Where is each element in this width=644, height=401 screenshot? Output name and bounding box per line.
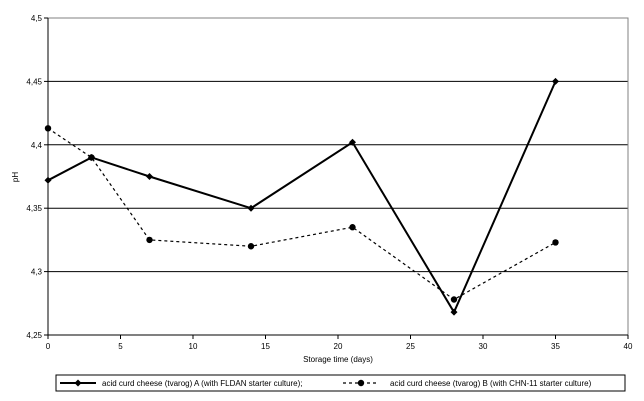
- legend-label: acid curd cheese (tvarog) A (with FLDAN …: [102, 379, 303, 388]
- x-tick-label: 30: [479, 342, 488, 351]
- x-axis-ticks: 0 5 10 15 20 25 30 35 40: [46, 18, 633, 351]
- data-point: [552, 239, 559, 246]
- x-tick-label: 40: [624, 342, 633, 351]
- x-tick-label: 10: [189, 342, 198, 351]
- legend-entry: acid curd cheese (tvarog) A (with FLDAN …: [60, 379, 303, 388]
- y-tick-label: 4,3: [31, 268, 43, 277]
- x-tick-label: 0: [46, 342, 51, 351]
- legend-label: acid curd cheese (tvarog) B (with CHN-11…: [390, 379, 592, 388]
- data-point: [146, 236, 153, 244]
- x-tick-label: 15: [261, 342, 270, 351]
- data-point: [146, 173, 153, 180]
- data-point: [349, 138, 356, 146]
- y-axis-title: pH: [11, 172, 20, 182]
- legend-swatch-marker: [74, 379, 82, 387]
- y-axis-ticks: 4,25 4,3 4,35 4,4 4,45 4,5: [26, 14, 48, 340]
- series-layer: [44, 77, 559, 316]
- legend: acid curd cheese (tvarog) A (with FLDAN …: [55, 374, 626, 392]
- data-point: [450, 308, 458, 316]
- y-tick-label: 4,4: [31, 141, 43, 150]
- series-line: [47, 80, 557, 315]
- data-point: [44, 176, 52, 184]
- data-point: [349, 224, 356, 231]
- plot-area-border: [47, 17, 629, 336]
- legend-box: [55, 374, 626, 392]
- data-point: [247, 243, 255, 250]
- data-point: [450, 296, 458, 303]
- data-point: [552, 77, 559, 85]
- data-point: [44, 125, 52, 132]
- series-a: [44, 77, 559, 316]
- series-line: [47, 127, 556, 301]
- y-tick-label: 4,25: [26, 331, 42, 340]
- data-point: [247, 204, 255, 212]
- legend-entries: acid curd cheese (tvarog) A (with FLDAN …: [60, 379, 592, 388]
- x-tick-label: 5: [118, 342, 123, 351]
- x-tick-label: 35: [551, 342, 560, 351]
- y-tick-label: 4,35: [26, 204, 42, 213]
- x-tick-label: 20: [334, 342, 343, 351]
- x-tick-label: 25: [406, 342, 415, 351]
- y-tick-label: 4,5: [31, 14, 43, 23]
- series-b: [44, 125, 559, 303]
- x-axis-title: Storage time (days): [303, 355, 373, 364]
- legend-swatch-marker: [357, 379, 365, 387]
- gridlines: [48, 80, 628, 273]
- data-point: [88, 154, 95, 161]
- legend-entry: acid curd cheese (tvarog) B (with CHN-11…: [343, 379, 592, 388]
- y-tick-label: 4,45: [26, 77, 42, 86]
